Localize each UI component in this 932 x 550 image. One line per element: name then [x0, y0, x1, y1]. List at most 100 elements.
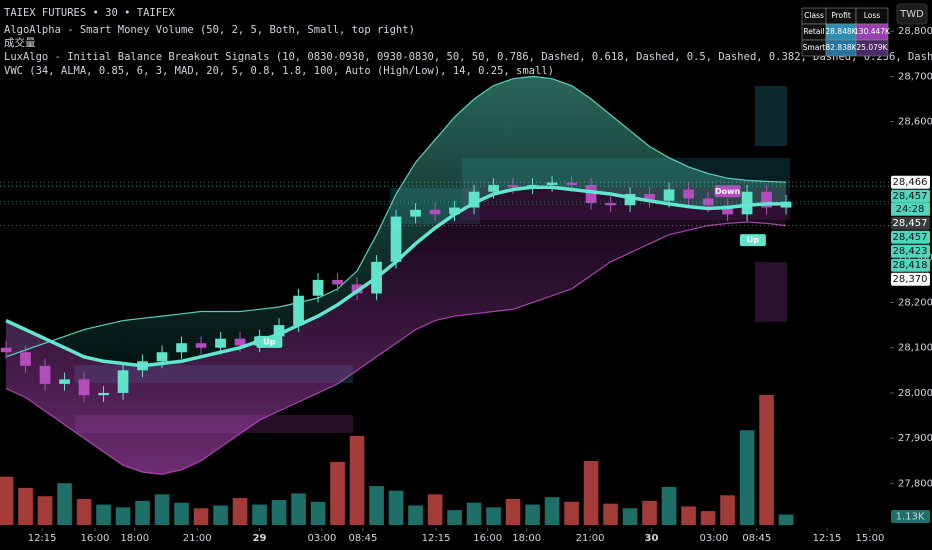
x-tick-label: 12:15 — [422, 533, 451, 544]
candle-body — [215, 338, 226, 348]
price-tag — [891, 230, 930, 244]
candle-body — [605, 203, 616, 206]
x-tick-label: 16:00 — [473, 533, 502, 544]
volume-bar — [544, 497, 560, 525]
volume-bar — [778, 514, 794, 525]
table-text: 82.838K — [825, 43, 857, 52]
table-text: Class — [804, 11, 824, 20]
signal-label-bg — [739, 234, 766, 247]
volume-bar — [739, 430, 755, 525]
price-tag-label: 28,423 — [893, 246, 928, 257]
volume-bar — [76, 499, 92, 525]
signal-label-bg — [714, 185, 741, 198]
ib-box — [755, 262, 787, 322]
volume-bar — [57, 483, 72, 525]
price-tag-label: 28,466 — [893, 177, 928, 188]
volume-bar — [135, 500, 150, 525]
indicator-label: VWC (34, ALMA, 0.85, 6, 3, MAD, 20, 5, 0… — [4, 65, 554, 77]
countdown: 24:28 — [896, 204, 925, 215]
candle-body — [683, 189, 694, 199]
candle-body — [20, 352, 31, 366]
candle-body — [39, 365, 51, 384]
currency-label[interactable]: TWD — [899, 9, 924, 20]
y-tick-label: 28,100 — [898, 343, 932, 354]
x-tick-label: 29 — [253, 533, 267, 544]
volume-bar — [759, 395, 774, 525]
x-tick-label: 16:00 — [81, 533, 110, 544]
table-text: 25.079K — [856, 43, 888, 52]
candle-body — [566, 182, 577, 185]
candle-body — [117, 370, 129, 393]
volume-bar — [115, 507, 131, 525]
volume-bar — [213, 505, 228, 525]
volume-bar — [18, 487, 33, 525]
volume-bar — [681, 506, 696, 525]
volume-bar — [388, 490, 404, 525]
candle-body — [234, 338, 246, 346]
candle-body — [449, 207, 460, 215]
candle-body — [410, 209, 421, 217]
candle-body — [507, 184, 519, 188]
volume-bar — [564, 501, 579, 525]
x-tick-label: 12:15 — [28, 533, 57, 544]
volume-bar — [427, 494, 443, 525]
volume-bar — [232, 498, 248, 525]
candle-body — [585, 184, 597, 204]
volume-bar — [252, 504, 267, 525]
candle-body — [468, 191, 480, 208]
volume-bar — [271, 499, 287, 525]
candle-body — [390, 216, 402, 262]
volume-bar — [525, 504, 540, 525]
volume-bar — [466, 502, 482, 525]
volume-bar — [622, 508, 638, 525]
price-tag — [891, 258, 930, 272]
y-tick-label: 28,000 — [898, 388, 932, 399]
candle-body — [741, 191, 753, 215]
candle-body — [332, 279, 343, 285]
x-tick-label: 12:15 — [813, 533, 842, 544]
indicator-label: 成交量 — [4, 36, 36, 49]
x-tick-label: 18:00 — [512, 533, 541, 544]
indicator-label: AlgoAlpha - Smart Money Volume (50, 2, 5… — [4, 24, 415, 36]
candle-body — [293, 295, 304, 326]
volume-bar — [37, 496, 53, 525]
price-tag — [891, 216, 930, 230]
candle-body — [156, 352, 168, 362]
volume-tag-label: 1.13K — [896, 512, 925, 523]
candle-body — [546, 182, 558, 185]
candle-body — [429, 209, 441, 215]
signal-label: Up — [263, 337, 275, 346]
candle-body — [761, 191, 772, 208]
table-text: Loss — [864, 11, 881, 20]
indicator-label: LuxAlgo - Initial Balance Breakout Signa… — [4, 51, 932, 63]
y-tick-label: 28,200 — [898, 298, 932, 309]
candle-body — [176, 343, 187, 353]
x-tick-label: 18:00 — [120, 533, 149, 544]
volume-bar — [583, 460, 599, 525]
price-tag-label: 28,457 — [893, 232, 928, 243]
price-tag — [891, 175, 930, 189]
ib-box — [755, 86, 787, 146]
x-tick-label: 21:00 — [576, 533, 605, 544]
y-tick-label: 28,800 — [898, 26, 932, 37]
price-tag-label: 28,457 — [893, 218, 928, 229]
lower-band — [5, 221, 787, 475]
table-text: Smart — [803, 43, 826, 52]
x-tick-label: 08:45 — [348, 533, 377, 544]
volume-bar — [700, 511, 716, 525]
candle-body — [0, 347, 12, 353]
x-tick-label: 08:45 — [742, 533, 771, 544]
candle-body — [351, 284, 363, 294]
volume-bar — [349, 435, 365, 525]
volume-bar — [603, 503, 618, 525]
table-text: 130.447K — [854, 27, 891, 36]
candle-body — [702, 198, 714, 206]
candle-body — [644, 193, 655, 201]
price-tag — [891, 244, 930, 258]
currency-button[interactable] — [896, 3, 928, 25]
chart-title: TAIEX FUTURES • 30 • TAIFEX — [4, 7, 175, 19]
price-tag — [891, 189, 930, 203]
